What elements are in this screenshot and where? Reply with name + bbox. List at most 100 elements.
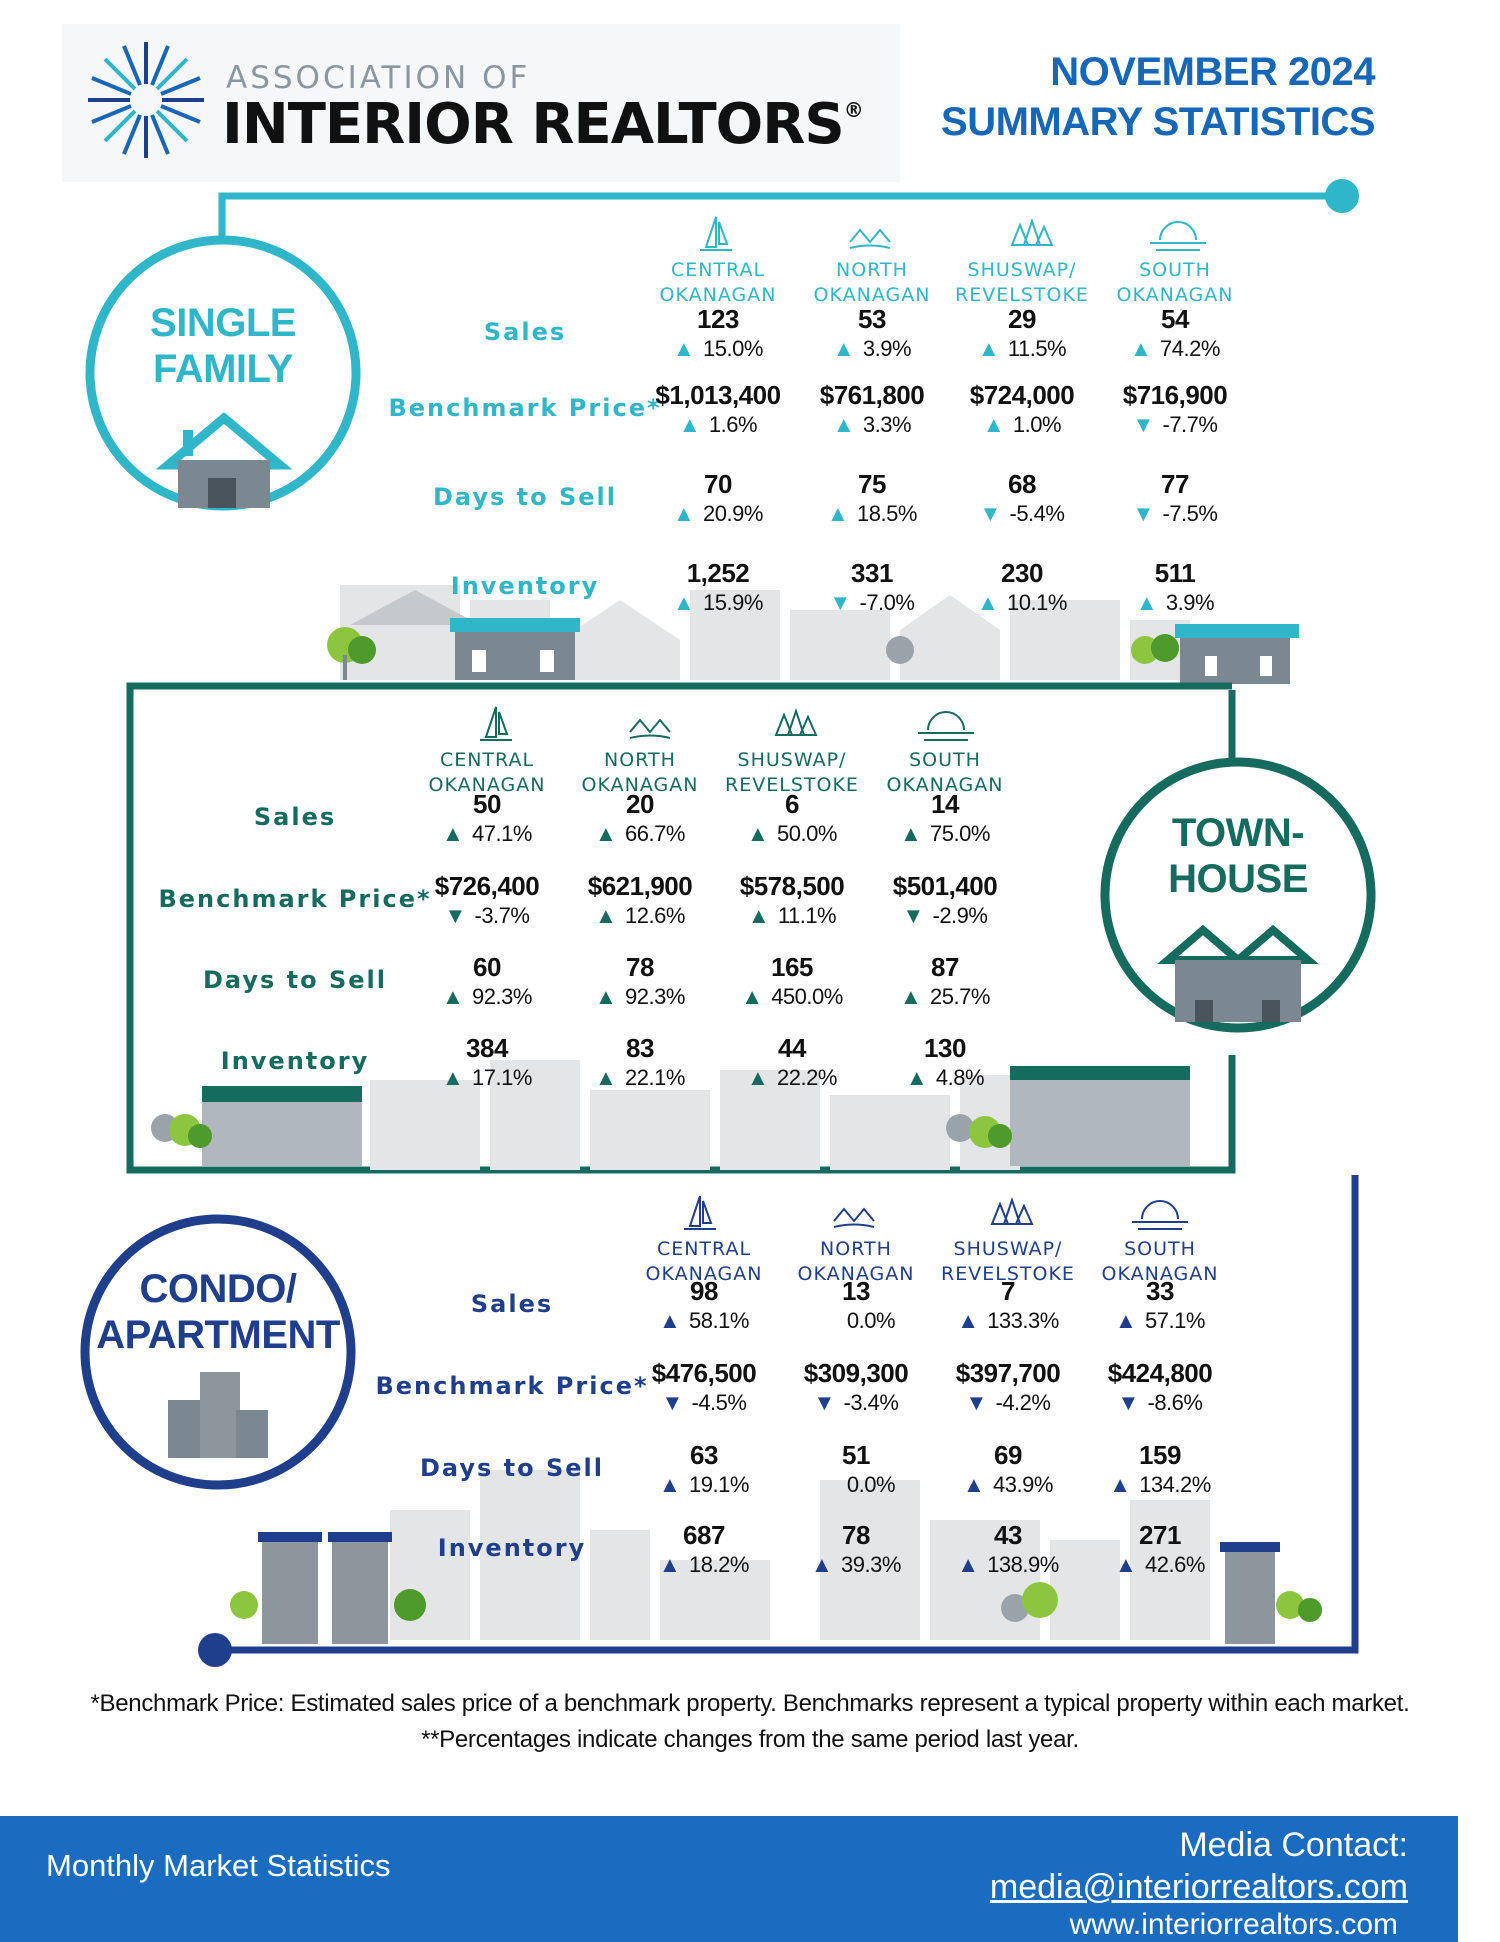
stat-change-value: -7.7% — [1162, 412, 1218, 437]
stat-value: $724,000 — [969, 380, 1075, 410]
stat-change-value: 50.0% — [777, 821, 837, 846]
region-name-line: SHUSWAP/ — [953, 1238, 1063, 1260]
stat-change: ▲ 58.1% — [629, 1306, 779, 1336]
arrow-down-icon: ▼ — [1132, 412, 1155, 437]
stat-change-value: 0.0% — [846, 1308, 896, 1333]
stat-value: $309,300 — [803, 1358, 909, 1388]
stat-value: 87 — [931, 952, 959, 982]
stat-change: ▲ 134.2% — [1085, 1470, 1235, 1500]
media-email-link[interactable]: media@interiorrealtors.com — [989, 1868, 1408, 1906]
stat-value: 165 — [771, 952, 813, 982]
stat-change: ▲ 25.7% — [870, 982, 1020, 1012]
stat-cell-sales: 54 ▲ 74.2% — [1100, 304, 1250, 364]
arrow-up-icon: ▲ — [827, 501, 849, 526]
stat-cell-benchmark: $621,900 ▲ 12.6% — [565, 871, 715, 931]
stat-change: ▲ 3.3% — [797, 410, 947, 440]
region-heading-single-family-3: SOUTH OKANAGAN — [1095, 258, 1255, 308]
stat-change-value: 47.1% — [472, 821, 532, 846]
arrow-up-icon: ▲ — [659, 1308, 681, 1333]
stat-change: ▲ 450.0% — [717, 982, 867, 1012]
region-name-line: REVELSTOKE — [955, 284, 1089, 306]
stat-change: ▲ 12.6% — [565, 901, 715, 931]
stat-change: ▼ -3.4% — [781, 1388, 931, 1418]
region-heading-condo-1: NORTH OKANAGAN — [776, 1237, 936, 1287]
arrow-up-icon: ▲ — [1135, 590, 1158, 615]
stat-change: ▼ -7.7% — [1100, 410, 1250, 440]
arrow-down-icon: ▼ — [902, 903, 925, 928]
stat-cell-sales: 123 ▲ 15.0% — [643, 304, 793, 364]
stat-cell-inventory: 384 ▲ 17.1% — [412, 1033, 562, 1093]
stat-change: ▲ 92.3% — [412, 982, 562, 1012]
stat-value: 687 — [683, 1520, 725, 1550]
stat-cell-sales: 98 ▲ 58.1% — [629, 1276, 779, 1336]
website-link[interactable]: www.interiorrealtors.com — [1069, 1908, 1398, 1941]
stat-cell-benchmark: $424,800 ▼ -8.6% — [1085, 1358, 1235, 1418]
region-name-line: CENTRAL — [670, 259, 766, 281]
stat-cell-benchmark: $476,500 ▼ -4.5% — [629, 1358, 779, 1418]
arrow-up-icon: ▲ — [442, 1065, 464, 1090]
region-name-line: NORTH — [604, 749, 676, 771]
stat-change-value: 133.3% — [987, 1308, 1059, 1333]
row-label-days: Days to Sell — [203, 966, 387, 994]
stat-change-value: 43.9% — [993, 1472, 1053, 1497]
stat-change-value: 39.3% — [841, 1552, 901, 1577]
stat-value: $578,500 — [739, 871, 845, 901]
stat-change: ▲ 133.3% — [933, 1306, 1083, 1336]
stat-cell-benchmark: $501,400 ▼ -2.9% — [870, 871, 1020, 931]
stat-change: ▲ 20.9% — [643, 499, 793, 529]
arrow-up-icon: ▲ — [678, 412, 701, 437]
stat-change-value: 11.1% — [777, 903, 837, 928]
region-heading-condo-0: CENTRAL OKANAGAN — [624, 1237, 784, 1287]
stat-value: 511 — [1154, 558, 1196, 588]
stat-cell-inventory: 78 ▲ 39.3% — [781, 1520, 931, 1580]
logo-wordmark: INTERIOR REALTORS® — [222, 92, 864, 157]
arrow-down-icon: ▼ — [813, 1390, 836, 1415]
arrow-up-icon: ▲ — [673, 336, 695, 361]
stat-cell-days: 75 ▲ 18.5% — [797, 469, 947, 529]
arrow-up-icon: ▲ — [1130, 336, 1152, 361]
region-heading-townhouse-2: SHUSWAP/REVELSTOKE — [712, 748, 872, 798]
region-name-line: SHUSWAP/ — [737, 749, 847, 771]
stat-change: ▲ 47.1% — [412, 819, 562, 849]
arrow-up-icon: ▲ — [595, 903, 617, 928]
stat-value: 230 — [1001, 558, 1043, 588]
stat-value: $501,400 — [892, 871, 998, 901]
stat-value: 78 — [842, 1520, 870, 1550]
stat-change-value: 22.2% — [777, 1065, 837, 1090]
stat-cell-benchmark: $761,800 ▲ 3.3% — [797, 380, 947, 440]
region-name-line: OKANAGAN — [1101, 1263, 1219, 1285]
region-name-line: OKANAGAN — [428, 774, 546, 796]
stat-change-value: -5.4% — [1009, 501, 1065, 526]
stat-cell-inventory: 271 ▲ 42.6% — [1085, 1520, 1235, 1580]
stat-change-value: 4.8% — [935, 1065, 985, 1090]
stat-change-value: 138.9% — [987, 1552, 1059, 1577]
stat-cell-inventory: 1,252 ▲ 15.9% — [643, 558, 793, 618]
arrow-up-icon: ▲ — [1109, 1472, 1131, 1497]
logo-tagline: ASSOCIATION OF — [226, 60, 531, 96]
region-name-line: OKANAGAN — [581, 774, 699, 796]
region-heading-condo-3: SOUTH OKANAGAN — [1080, 1237, 1240, 1287]
media-contact-label: Media Contact: — [1179, 1826, 1408, 1864]
arrow-up-icon: ▲ — [747, 903, 770, 928]
stat-value: 6 — [785, 789, 799, 819]
stat-value: 50 — [473, 789, 501, 819]
region-name-line: NORTH — [820, 1238, 892, 1260]
arrow-down-icon: ▼ — [444, 903, 467, 928]
stat-change-value: 0.0% — [846, 1472, 896, 1497]
stat-change: ▼ -5.4% — [947, 499, 1097, 529]
arrow-up-icon: ▲ — [659, 1472, 681, 1497]
region-name-line: REVELSTOKE — [941, 1263, 1075, 1285]
stat-cell-days: 60 ▲ 92.3% — [412, 952, 562, 1012]
stat-change-value: 66.7% — [625, 821, 685, 846]
stat-cell-days: 87 ▲ 25.7% — [870, 952, 1020, 1012]
stat-change: ▲ 43.9% — [933, 1470, 1083, 1500]
stat-cell-sales: 13 0.0% — [781, 1276, 931, 1336]
stat-change: ▲ 18.2% — [629, 1550, 779, 1580]
stat-value: 54 — [1161, 304, 1189, 334]
stat-change: ▲ 4.8% — [870, 1063, 1020, 1093]
region-heading-single-family-2: SHUSWAP/REVELSTOKE — [942, 258, 1102, 308]
stat-value: 53 — [858, 304, 886, 334]
stat-change: ▼ -4.5% — [629, 1388, 779, 1418]
townhouse-icon — [1157, 924, 1319, 1022]
stat-value: $476,500 — [651, 1358, 757, 1388]
